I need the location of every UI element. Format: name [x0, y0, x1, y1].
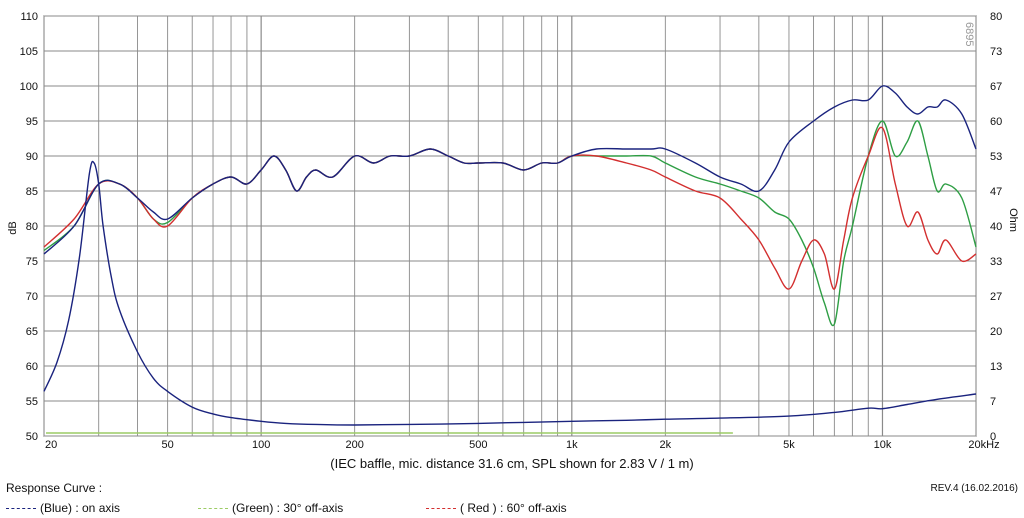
y2-tick-label: 80 — [990, 11, 1002, 23]
y-tick-label: 50 — [26, 431, 38, 443]
legend-item-green: (Green) : 30° off-axis — [198, 501, 343, 515]
y2-tick-label: 7 — [990, 396, 996, 408]
x-tick-label: 10k — [874, 439, 892, 451]
chart-caption: (IEC baffle, mic. distance 31.6 cm, SPL … — [330, 456, 694, 471]
y2-tick-label: 27 — [990, 291, 1002, 303]
y-tick-label: 110 — [20, 11, 38, 23]
series-line-impedance — [43, 160, 977, 426]
legend-swatch-green — [198, 507, 228, 509]
y2-tick-label: 40 — [990, 221, 1002, 233]
y2-axis-label: Ohm — [1007, 208, 1019, 232]
series-line-on-axis — [43, 85, 977, 255]
x-tick-label: 100 — [252, 439, 270, 451]
data-series — [43, 85, 977, 426]
y-tick-label: 105 — [20, 46, 38, 58]
legend-swatch-blue — [6, 507, 36, 509]
y2-tick-label: 33 — [990, 256, 1002, 268]
y2-tick-label: 73 — [990, 46, 1002, 58]
y-tick-label: 80 — [26, 221, 38, 233]
legend-label-green: (Green) : 30° off-axis — [232, 501, 344, 515]
y2-tick-label: 60 — [990, 116, 1002, 128]
response-chart: 20 50 100 200 500 1k 2k 5k 10k 20kHz5055606570758… — [7, 11, 1019, 451]
tick-labels: 20 50 100 200 500 1k 2k 5k 10k 20kHz5055606570758… — [20, 11, 1003, 451]
x-tick-label: 2k — [660, 439, 672, 451]
y2-tick-label: 47 — [990, 186, 1002, 198]
y-tick-label: 100 — [20, 81, 38, 93]
x-tick-label: 1k — [566, 439, 578, 451]
revision-label: REV.4 (16.02.2016) — [930, 483, 1018, 494]
x-tick-label: 5k — [783, 439, 795, 451]
y-axis-label: dB — [7, 221, 19, 234]
legend-item-blue: (Blue) : on axis — [6, 501, 120, 515]
watermark: 6895 — [963, 22, 975, 46]
y2-tick-label: 0 — [990, 431, 996, 443]
x-tick-label: 20 — [45, 439, 57, 451]
x-tick-label: 50 — [162, 439, 174, 451]
legend-item-red: ( Red ) : 60° off-axis — [426, 501, 567, 515]
y2-tick-label: 13 — [990, 361, 1002, 373]
y2-tick-label: 20 — [990, 326, 1002, 338]
y-tick-label: 95 — [26, 116, 38, 128]
y2-tick-label: 53 — [990, 151, 1002, 163]
x-tick-label: 500 — [469, 439, 487, 451]
legend-label-red: ( Red ) : 60° off-axis — [460, 501, 567, 515]
y-tick-label: 70 — [26, 291, 38, 303]
y-tick-label: 65 — [26, 326, 38, 338]
legend-swatch-red — [426, 507, 456, 509]
y2-tick-label: 67 — [990, 81, 1002, 93]
y-tick-label: 90 — [26, 151, 38, 163]
y-tick-label: 85 — [26, 186, 38, 198]
y-tick-label: 60 — [26, 361, 38, 373]
grid — [43, 15, 977, 437]
y-tick-label: 75 — [26, 256, 38, 268]
footer-title: Response Curve : — [6, 481, 103, 495]
y-tick-label: 55 — [26, 396, 38, 408]
x-tick-label: 20kHz — [968, 439, 999, 451]
x-tick-label: 200 — [345, 439, 363, 451]
legend-label-blue: (Blue) : on axis — [40, 501, 121, 515]
